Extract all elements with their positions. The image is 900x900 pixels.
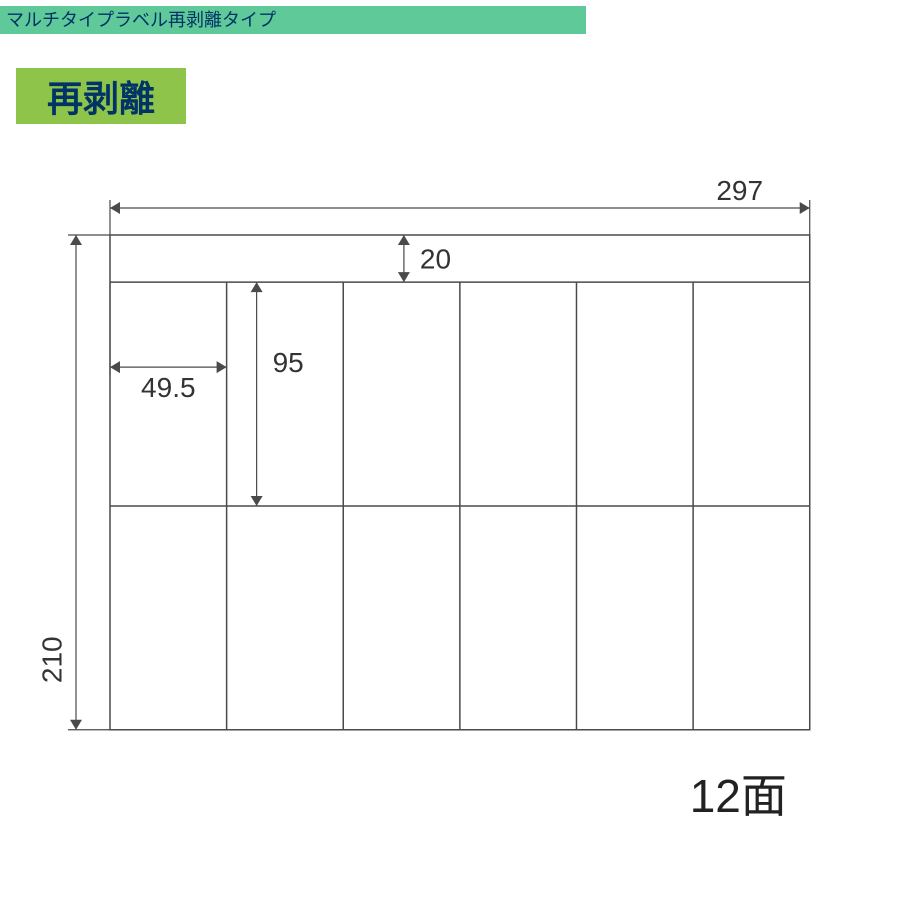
arrowhead [398,272,410,282]
face-count: 12面 [690,760,787,826]
arrowhead [398,235,410,245]
arrowhead [110,361,120,373]
arrowhead [251,496,263,506]
dim-label-width-label: 49.5 [141,372,196,403]
dim-top-margin-label: 20 [420,243,451,274]
dim-sheet-height-label: 210 [36,636,67,683]
arrowhead [70,720,82,730]
arrowhead [800,202,810,214]
face-count-text: 12面 [690,770,787,822]
arrowhead [110,202,120,214]
dim-sheet-width-label: 297 [716,175,763,206]
arrowhead [70,235,82,245]
arrowhead [217,361,227,373]
arrowhead [251,282,263,292]
dim-label-height-label: 95 [273,347,304,378]
